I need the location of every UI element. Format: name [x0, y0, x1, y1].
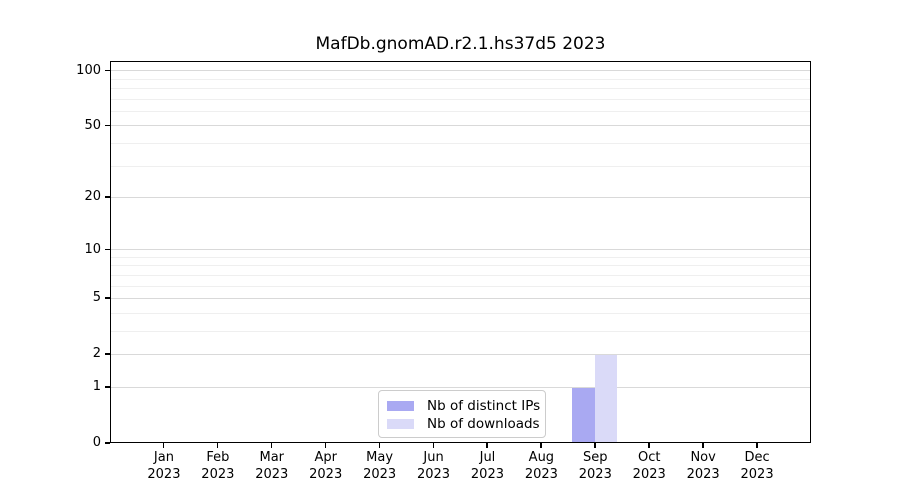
x-tick-sep — [594, 443, 596, 448]
legend: Nb of distinct IPs Nb of downloads — [378, 390, 546, 438]
legend-item-1: Nb of downloads — [387, 415, 540, 433]
x-tick-year-nov: 2023 — [686, 467, 720, 482]
legend-label: Nb of downloads — [427, 416, 540, 432]
x-tick-year-jan: 2023 — [147, 467, 181, 482]
major-gridline-20 — [111, 196, 810, 198]
x-tick-dec — [756, 443, 758, 448]
major-gridline-10 — [111, 249, 810, 251]
x-tick-label-jun: Jun 2023 — [404, 449, 464, 483]
x-tick-year-oct: 2023 — [632, 467, 666, 482]
y-tick-label-0: 0 — [92, 435, 101, 450]
minor-gridline-4 — [111, 312, 810, 314]
x-tick-month-oct: Oct — [637, 450, 661, 465]
x-tick-jan — [162, 443, 165, 448]
y-tick-label-2: 2 — [92, 346, 101, 362]
x-tick-mar — [270, 443, 273, 448]
bar-sep-nb-of-distinct-ips — [572, 387, 595, 442]
x-tick-month-dec: Dec — [744, 450, 770, 465]
y-tick-label-50: 50 — [84, 117, 101, 133]
y-tick-0 — [105, 442, 110, 444]
y-tick-label-100: 100 — [76, 62, 101, 78]
x-tick-apr — [324, 443, 327, 448]
minor-gridline-90 — [111, 78, 810, 80]
bar-sep-nb-of-downloads — [594, 354, 618, 442]
y-tick-1 — [105, 386, 110, 388]
legend-swatch-icon — [387, 401, 414, 411]
x-tick-month-jun: Jun — [423, 450, 444, 465]
minor-gridline-60 — [111, 110, 810, 112]
x-tick-nov — [702, 443, 704, 448]
y-tick-label-20: 20 — [84, 189, 101, 205]
x-tick-label-jul: Jul 2023 — [457, 449, 517, 483]
x-tick-aug — [540, 443, 542, 448]
minor-gridline-6 — [111, 285, 810, 287]
x-tick-month-jan: Jan — [153, 450, 174, 465]
legend-swatch-icon — [387, 419, 414, 429]
x-tick-label-sep: Sep 2023 — [565, 449, 625, 483]
minor-gridline-7 — [111, 274, 810, 276]
x-tick-jul — [486, 443, 488, 448]
minor-gridline-8 — [111, 265, 810, 267]
y-tick-100 — [105, 69, 110, 72]
major-gridline-1 — [111, 386, 810, 388]
x-tick-label-feb: Feb 2023 — [188, 449, 248, 483]
major-gridline-100 — [111, 70, 810, 72]
x-tick-month-feb: Feb — [206, 450, 230, 465]
x-tick-oct — [648, 443, 650, 448]
x-tick-month-aug: Aug — [528, 450, 555, 465]
x-tick-label-oct: Oct 2023 — [619, 449, 679, 483]
x-tick-label-jan: Jan 2023 — [134, 449, 194, 483]
x-tick-label-aug: Aug 2023 — [511, 449, 571, 483]
major-gridline-5 — [111, 297, 810, 299]
y-tick-label-10: 10 — [84, 241, 101, 257]
x-tick-year-apr: 2023 — [309, 467, 343, 482]
x-tick-feb — [216, 443, 219, 448]
minor-gridline-70 — [111, 98, 810, 100]
x-tick-label-mar: Mar 2023 — [242, 449, 302, 483]
x-tick-year-may: 2023 — [363, 467, 397, 482]
plot-area: Nb of distinct IPs Nb of downloads — [110, 61, 811, 443]
minor-gridline-30 — [111, 165, 810, 167]
x-tick-year-sep: 2023 — [578, 467, 612, 482]
legend-item-0: Nb of distinct IPs — [387, 397, 540, 415]
x-tick-month-nov: Nov — [690, 450, 716, 465]
x-tick-year-feb: 2023 — [201, 467, 235, 482]
x-tick-label-nov: Nov 2023 — [673, 449, 733, 483]
y-tick-label-1: 1 — [92, 379, 101, 395]
y-tick-10 — [105, 248, 110, 251]
legend-label: Nb of distinct IPs — [427, 398, 541, 414]
x-tick-may — [378, 443, 381, 448]
x-tick-month-mar: Mar — [259, 450, 285, 465]
minor-gridline-3 — [111, 330, 810, 332]
y-tick-50 — [105, 124, 110, 127]
x-tick-month-jul: Jul — [479, 450, 496, 465]
x-tick-year-aug: 2023 — [524, 467, 558, 482]
x-tick-year-mar: 2023 — [255, 467, 289, 482]
y-tick-2 — [105, 353, 110, 355]
y-tick-label-5: 5 — [92, 290, 101, 306]
major-gridline-2 — [111, 353, 810, 355]
chart-title: MafDb.gnomAD.r2.1.hs37d5 2023 — [315, 34, 606, 54]
minor-gridline-40 — [111, 142, 810, 144]
x-tick-label-dec: Dec 2023 — [727, 449, 787, 483]
x-tick-month-apr: Apr — [314, 450, 337, 465]
x-tick-year-jun: 2023 — [416, 467, 451, 482]
x-tick-month-sep: Sep — [583, 450, 608, 465]
x-tick-year-dec: 2023 — [740, 467, 774, 482]
x-tick-year-jul: 2023 — [470, 467, 504, 482]
major-gridline-50 — [111, 125, 810, 127]
minor-gridline-80 — [111, 88, 810, 90]
x-tick-label-may: May 2023 — [350, 449, 410, 483]
x-tick-jun — [432, 443, 435, 448]
y-tick-20 — [105, 196, 110, 198]
minor-gridline-9 — [111, 256, 810, 258]
x-tick-label-apr: Apr 2023 — [296, 449, 356, 483]
y-tick-5 — [105, 297, 110, 299]
x-tick-month-may: May — [366, 450, 394, 465]
